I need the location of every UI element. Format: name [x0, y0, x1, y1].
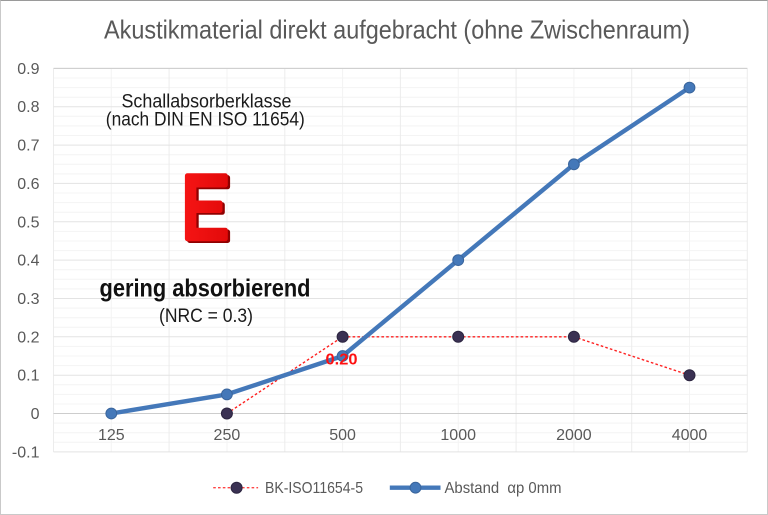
svg-text:0.4: 0.4 [17, 253, 39, 270]
svg-text:2000: 2000 [556, 427, 592, 444]
svg-text:0.8: 0.8 [17, 99, 39, 116]
svg-text:0: 0 [31, 406, 40, 423]
svg-text:4000: 4000 [672, 427, 708, 444]
svg-text:-0.1: -0.1 [12, 444, 40, 461]
svg-text:BK-ISO11654-5: BK-ISO11654-5 [265, 480, 363, 497]
svg-text:125: 125 [98, 427, 125, 444]
svg-text:0.9: 0.9 [17, 61, 39, 78]
svg-text:gering absorbierend: gering absorbierend [100, 275, 311, 303]
svg-text:0.3: 0.3 [17, 291, 39, 308]
svg-text:0.7: 0.7 [17, 138, 39, 155]
svg-text:1000: 1000 [440, 427, 476, 444]
svg-text:0.20: 0.20 [326, 352, 358, 369]
svg-text:Abstand αp 0mm: Abstand αp 0mm [445, 480, 562, 497]
svg-text:0.6: 0.6 [17, 176, 39, 193]
svg-text:250: 250 [214, 427, 241, 444]
svg-text:0.1: 0.1 [17, 368, 39, 385]
svg-text:0.2: 0.2 [17, 329, 39, 346]
svg-text:(nach DIN EN ISO 11654): (nach DIN EN ISO 11654) [106, 110, 305, 131]
svg-text:Schallabsorberklasse: Schallabsorberklasse [122, 92, 292, 113]
svg-text:0.5: 0.5 [17, 214, 39, 231]
svg-text:(NRC = 0.3): (NRC = 0.3) [159, 306, 253, 327]
svg-text:500: 500 [329, 427, 356, 444]
svg-text:Akustikmaterial direkt aufgebr: Akustikmaterial direkt aufgebracht (ohne… [104, 15, 690, 45]
